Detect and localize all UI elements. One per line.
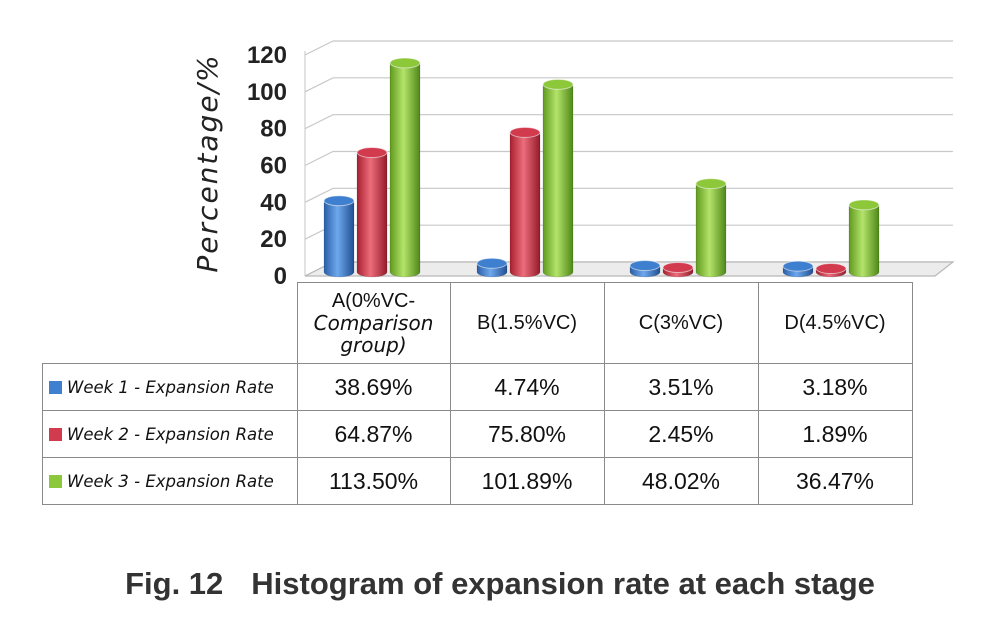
bar-body xyxy=(323,200,355,278)
bar-cylinder xyxy=(848,199,880,278)
gridline xyxy=(304,114,953,130)
table-row-week-3: Week 3 - Expansion Rate 113.50% 101.89% … xyxy=(42,457,913,505)
bar-top xyxy=(356,147,388,159)
value-week-1-d: 3.18% xyxy=(757,363,913,411)
y-tick-label: 120 xyxy=(247,42,287,69)
y-axis-ticks: 0 20 40 60 80 100 120 xyxy=(247,42,287,290)
legend-label-week-3: Week 3 - Expansion Rate xyxy=(67,471,274,491)
bar-top xyxy=(542,78,574,90)
gridline xyxy=(304,187,953,203)
chart-bars xyxy=(323,57,880,278)
caption-label: Fig. 12 xyxy=(125,566,224,601)
bar-cylinder xyxy=(323,195,355,278)
bar-top xyxy=(815,263,847,275)
value-week-2-c: 2.45% xyxy=(603,410,759,458)
legend-swatch-week-2 xyxy=(49,427,62,441)
bar-top xyxy=(629,260,661,272)
y-tick-label: 100 xyxy=(247,79,287,106)
bar-body xyxy=(356,152,388,278)
y-tick-label: 60 xyxy=(260,153,287,180)
value-week-3-c: 48.02% xyxy=(603,457,759,505)
bar-top xyxy=(662,261,694,273)
value-week-2-a: 64.87% xyxy=(296,410,451,458)
table-row-week-2: Week 2 - Expansion Rate 64.87% 75.80% 2.… xyxy=(42,410,913,458)
category-a-line-1: A(0%VC- xyxy=(331,290,416,312)
value-week-3-a: 113.50% xyxy=(296,457,451,505)
value-week-3-d: 36.47% xyxy=(757,457,913,505)
value-week-2-b: 75.80% xyxy=(449,410,605,458)
bar-cylinder xyxy=(629,260,661,278)
bar-top xyxy=(389,57,421,69)
legend-week-2: Week 2 - Expansion Rate xyxy=(42,410,298,458)
category-header-c: C(3%VC) xyxy=(603,282,759,364)
category-header-d: D(4.5%VC) xyxy=(757,282,913,364)
bar-cylinder xyxy=(389,57,421,278)
bar-top xyxy=(509,126,541,138)
bar-body xyxy=(389,62,421,278)
value-week-2-d: 1.89% xyxy=(757,410,913,458)
bar-chart-3d: 0 20 40 60 80 100 120 Percentage/% xyxy=(191,40,955,290)
legend-week-1: Week 1 - Expansion Rate xyxy=(42,363,298,411)
value-week-1-b: 4.74% xyxy=(449,363,605,411)
table-corner xyxy=(43,283,298,364)
bar-cylinder xyxy=(509,126,541,278)
y-tick-label: 0 xyxy=(274,263,287,290)
value-week-1-a: 38.69% xyxy=(296,363,451,411)
y-tick-label: 20 xyxy=(260,226,287,253)
bar-cylinder xyxy=(815,263,847,278)
gridline xyxy=(304,40,953,56)
bar-top xyxy=(323,195,355,207)
legend-swatch-week-3 xyxy=(49,474,62,488)
category-a-line-2: Comparison xyxy=(313,311,434,335)
legend-swatch-week-1 xyxy=(49,380,62,394)
legend-label-week-1: Week 1 - Expansion Rate xyxy=(67,377,274,397)
bar-body xyxy=(509,132,541,278)
bar-top xyxy=(848,199,880,211)
gridline xyxy=(304,77,953,93)
bar-top xyxy=(695,178,727,190)
bar-cylinder xyxy=(782,260,814,278)
y-tick-label: 80 xyxy=(260,116,287,143)
bar-top xyxy=(782,260,814,272)
bar-body xyxy=(695,183,727,278)
bar-cylinder xyxy=(695,178,727,278)
category-a-line-3: group) xyxy=(340,333,407,357)
legend-label-week-2: Week 2 - Expansion Rate xyxy=(67,424,274,444)
value-week-3-b: 101.89% xyxy=(449,457,605,505)
bar-body xyxy=(848,204,880,278)
category-header-b: B(1.5%VC) xyxy=(449,282,605,364)
bar-body xyxy=(542,84,574,278)
bar-cylinder xyxy=(356,147,388,278)
table-header-row: A(0%VC- Comparison group) B(1.5%VC) C(3%… xyxy=(43,282,913,364)
category-header-a: A(0%VC- Comparison group) xyxy=(296,282,451,364)
legend-week-3: Week 3 - Expansion Rate xyxy=(42,457,298,505)
bar-cylinder xyxy=(662,261,694,278)
value-week-1-c: 3.51% xyxy=(603,363,759,411)
bar-cylinder xyxy=(542,78,574,278)
gridline xyxy=(304,150,953,167)
bar-top xyxy=(476,257,508,269)
figure-caption: Fig. 12 Histogram of expansion rate at ea… xyxy=(0,566,1000,602)
bar-cylinder xyxy=(476,257,508,278)
y-tick-label: 40 xyxy=(260,189,287,216)
table-row-week-1: Week 1 - Expansion Rate 38.69% 4.74% 3.5… xyxy=(42,363,913,411)
data-table: A(0%VC- Comparison group) B(1.5%VC) C(3%… xyxy=(42,282,913,505)
y-axis-label: Percentage/% xyxy=(191,53,224,272)
caption-text: Histogram of expansion rate at each stag… xyxy=(251,566,875,601)
